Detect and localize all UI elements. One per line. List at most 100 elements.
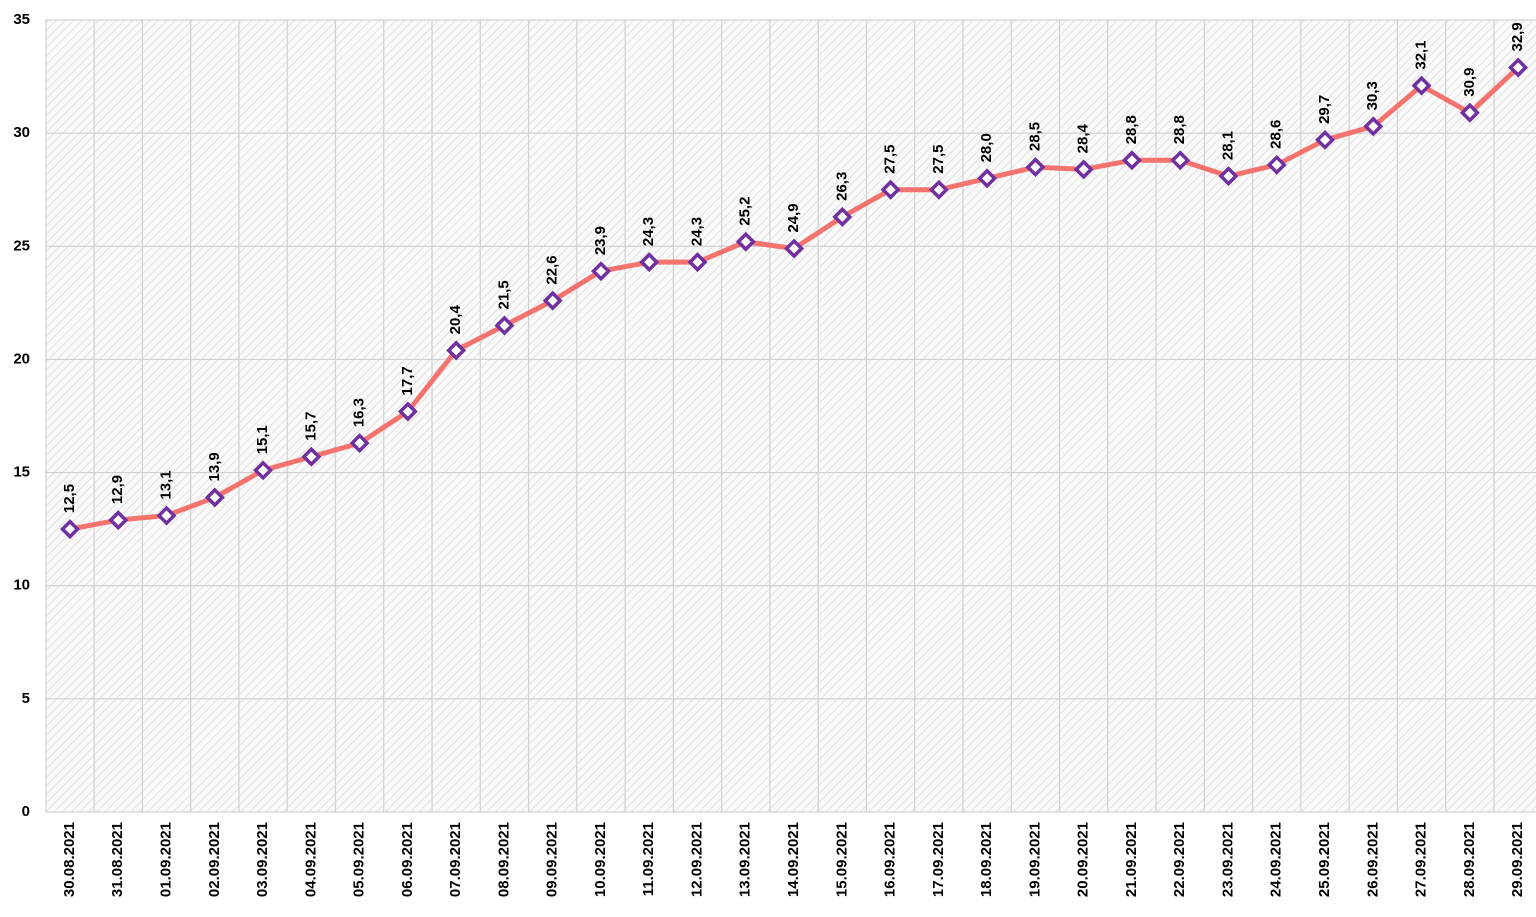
x-tick-label: 08.09.2021: [495, 822, 512, 897]
data-label: 30,9: [1461, 68, 1478, 97]
x-tick-label: 23.09.2021: [1219, 822, 1236, 897]
data-label: 32,1: [1413, 40, 1430, 69]
marker: [301, 446, 322, 467]
data-label: 28,8: [1123, 115, 1140, 144]
data-label: 23,9: [592, 226, 609, 255]
marker: [1218, 166, 1239, 187]
data-label: 26,3: [833, 172, 850, 201]
data-label: 15,1: [254, 425, 271, 454]
x-tick-label: 26.09.2021: [1364, 822, 1381, 897]
x-tick-label: 18.09.2021: [978, 822, 995, 897]
x-tick-label: 06.09.2021: [399, 822, 416, 897]
marker: [60, 519, 80, 540]
marker: [494, 315, 515, 336]
x-tick-label: 31.08.2021: [109, 822, 126, 897]
marker: [880, 179, 901, 200]
x-tick-label: 03.09.2021: [254, 822, 271, 897]
y-tick-label: 5: [22, 690, 30, 707]
data-label: 25,2: [737, 197, 754, 226]
data-label: 28,8: [1171, 115, 1188, 144]
marker: [1121, 150, 1142, 171]
x-tick-label: 16.09.2021: [882, 822, 899, 897]
marker: [108, 510, 129, 531]
marker: [784, 238, 805, 259]
x-tick-label: 21.09.2021: [1123, 822, 1140, 897]
y-tick-label: 30: [13, 124, 30, 141]
data-label: 28,5: [1026, 122, 1043, 151]
x-tick-label: 25.09.2021: [1316, 822, 1333, 897]
x-tick-label: 04.09.2021: [302, 822, 319, 897]
marker: [590, 261, 611, 282]
marker: [1411, 75, 1432, 96]
x-tick-label: 28.09.2021: [1461, 822, 1478, 897]
marker: [1170, 150, 1191, 171]
x-tick-label: 07.09.2021: [447, 822, 464, 897]
x-tick-label: 19.09.2021: [1026, 822, 1043, 897]
y-tick-label: 10: [13, 577, 30, 594]
data-label: 32,9: [1509, 22, 1526, 51]
data-label: 12,9: [109, 475, 126, 504]
marker: [446, 340, 467, 361]
data-label: 28,1: [1219, 131, 1236, 160]
marker: [1266, 154, 1287, 175]
x-tick-label: 15.09.2021: [833, 822, 850, 897]
x-tick-label: 27.09.2021: [1413, 822, 1430, 897]
data-label: 28,6: [1268, 120, 1285, 149]
marker: [204, 487, 225, 508]
x-tick-label: 14.09.2021: [785, 822, 802, 897]
marker: [156, 505, 177, 526]
y-tick-label: 0: [22, 803, 30, 820]
marker: [977, 168, 998, 189]
data-label: 21,5: [495, 280, 512, 309]
data-label: 30,3: [1364, 81, 1381, 110]
data-label: 13,9: [206, 452, 223, 481]
y-tick-label: 15: [13, 464, 30, 481]
data-label: 27,5: [930, 145, 947, 174]
marker: [1508, 57, 1529, 78]
marker: [639, 252, 660, 273]
data-label: 29,7: [1316, 95, 1333, 124]
marker: [349, 433, 370, 454]
marker: [1073, 159, 1094, 180]
data-label: 15,7: [302, 412, 319, 441]
y-tick-label: 25: [13, 237, 30, 254]
x-tick-label: 05.09.2021: [351, 822, 368, 897]
data-label: 24,9: [785, 203, 802, 232]
data-label: 20,4: [447, 305, 464, 335]
data-label: 13,1: [158, 470, 175, 499]
marker: [1315, 129, 1335, 150]
x-tick-label: 24.09.2021: [1268, 822, 1285, 897]
marker: [397, 401, 418, 422]
data-label: 17,7: [399, 366, 416, 395]
plot-background: [46, 20, 1536, 812]
x-tick-label: 02.09.2021: [206, 822, 223, 897]
x-tick-label: 22.09.2021: [1171, 822, 1188, 897]
x-tick-label: 01.09.2021: [158, 822, 175, 897]
x-tick-label: 13.09.2021: [737, 822, 754, 897]
marker: [1363, 116, 1384, 137]
data-label: 28,4: [1075, 123, 1092, 153]
y-tick-label: 35: [13, 11, 30, 28]
x-tick-label: 09.09.2021: [544, 822, 561, 897]
x-tick-label: 17.09.2021: [930, 822, 947, 897]
x-tick-label: 12.09.2021: [688, 822, 705, 897]
marker: [253, 460, 274, 481]
marker: [1025, 157, 1046, 178]
x-tick-label: 30.08.2021: [61, 822, 78, 897]
x-tick-label: 10.09.2021: [592, 822, 609, 897]
x-tick-label: 11.09.2021: [640, 822, 657, 896]
data-label: 24,3: [688, 217, 705, 246]
y-tick-label: 20: [13, 350, 30, 367]
marker: [1459, 102, 1480, 123]
marker: [928, 179, 949, 200]
data-label: 28,0: [978, 133, 995, 162]
data-label: 16,3: [351, 398, 368, 427]
marker: [832, 206, 853, 227]
data-label: 27,5: [882, 145, 899, 174]
marker: [735, 231, 756, 252]
x-tick-label: 29.09.2021: [1509, 822, 1526, 897]
marker: [542, 290, 563, 311]
data-label: 12,5: [61, 484, 78, 513]
x-tick-label: 20.09.2021: [1075, 822, 1092, 897]
